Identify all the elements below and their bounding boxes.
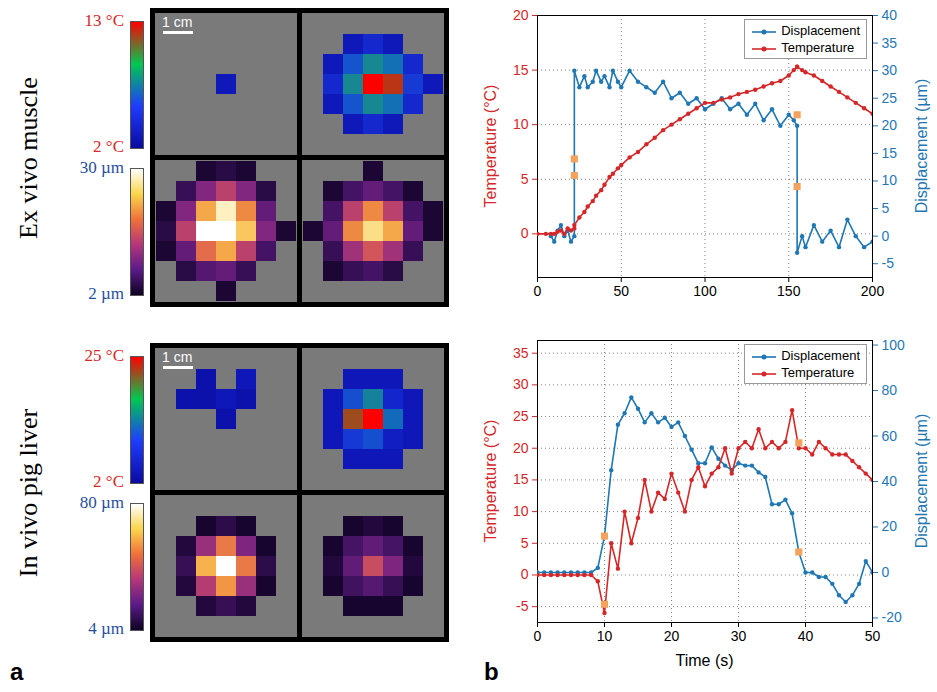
- svg-text:20: 20: [513, 7, 529, 23]
- svg-text:0: 0: [534, 628, 542, 644]
- html-text:Temperature (°C): Temperature (°C): [482, 84, 499, 208]
- svg-text:80: 80: [882, 382, 898, 398]
- html-text:2 °C: 2 °C: [93, 472, 124, 491]
- svg-text:5: 5: [521, 535, 529, 551]
- svg-text:30: 30: [513, 376, 529, 392]
- html-text:Time (s): Time (s): [675, 652, 734, 669]
- svg-text:5: 5: [521, 171, 529, 187]
- svg-text:40: 40: [798, 628, 814, 644]
- html-text:1 cm: 1 cm: [162, 14, 193, 30]
- html-text:a: a: [10, 658, 24, 685]
- html-text:b: b: [484, 658, 499, 685]
- svg-text:20: 20: [882, 518, 898, 534]
- html-text:80 µm: 80 µm: [79, 493, 124, 512]
- html-text:Temperature: Temperature: [781, 40, 855, 55]
- html-text:2 °C: 2 °C: [93, 137, 124, 156]
- svg-text:200: 200: [861, 283, 885, 299]
- svg-text:10: 10: [513, 503, 529, 519]
- svg-text:30: 30: [882, 62, 898, 78]
- html-text:30 µm: 30 µm: [79, 158, 124, 177]
- svg-text:10: 10: [597, 628, 613, 644]
- svg-text:20: 20: [513, 440, 529, 456]
- svg-text:0: 0: [882, 564, 890, 580]
- svg-text:5: 5: [882, 200, 890, 216]
- svg-text:150: 150: [777, 283, 801, 299]
- svg-text:50: 50: [613, 283, 629, 299]
- html-text:25 °C: 25 °C: [84, 346, 124, 365]
- html-text:13 °C: 13 °C: [84, 11, 124, 30]
- svg-text:20: 20: [882, 117, 898, 133]
- html-text:Displacement (µm): Displacement (µm): [913, 78, 930, 214]
- svg-text:35: 35: [882, 35, 898, 51]
- svg-text:-20: -20: [882, 609, 902, 625]
- html-text:Temperature (°C): Temperature (°C): [482, 419, 499, 543]
- svg-text:-5: -5: [882, 255, 895, 271]
- svg-text:25: 25: [882, 90, 898, 106]
- svg-text:0: 0: [882, 228, 890, 244]
- svg-text:35: 35: [513, 345, 529, 361]
- svg-text:0: 0: [521, 566, 529, 582]
- html-text:Temperature: Temperature: [781, 365, 855, 380]
- svg-text:15: 15: [882, 145, 898, 161]
- html-text:Displacement: Displacement: [781, 23, 860, 38]
- svg-text:50: 50: [865, 628, 881, 644]
- svg-text:0: 0: [534, 283, 542, 299]
- html-text:1 cm: 1 cm: [162, 349, 193, 365]
- html-text:Ex vivo muscle: Ex vivo muscle: [13, 76, 42, 239]
- html-text:Displacement (µm): Displacement (µm): [913, 413, 930, 549]
- svg-text:10: 10: [882, 172, 898, 188]
- html-text:In vivo pig liver: In vivo pig liver: [13, 408, 42, 577]
- html-text:4 µm: 4 µm: [88, 619, 124, 638]
- svg-text:40: 40: [882, 7, 898, 23]
- svg-text:40: 40: [882, 473, 898, 489]
- svg-text:0: 0: [521, 225, 529, 241]
- html-text:Displacement: Displacement: [781, 348, 860, 363]
- svg-text:15: 15: [513, 471, 529, 487]
- svg-text:20: 20: [664, 628, 680, 644]
- svg-text:15: 15: [513, 62, 529, 78]
- svg-text:100: 100: [882, 337, 906, 353]
- svg-text:25: 25: [513, 408, 529, 424]
- svg-text:10: 10: [513, 116, 529, 132]
- svg-text:30: 30: [731, 628, 747, 644]
- svg-text:-5: -5: [516, 598, 529, 614]
- html-text:2 µm: 2 µm: [88, 284, 124, 303]
- svg-text:60: 60: [882, 427, 898, 443]
- svg-text:100: 100: [693, 283, 717, 299]
